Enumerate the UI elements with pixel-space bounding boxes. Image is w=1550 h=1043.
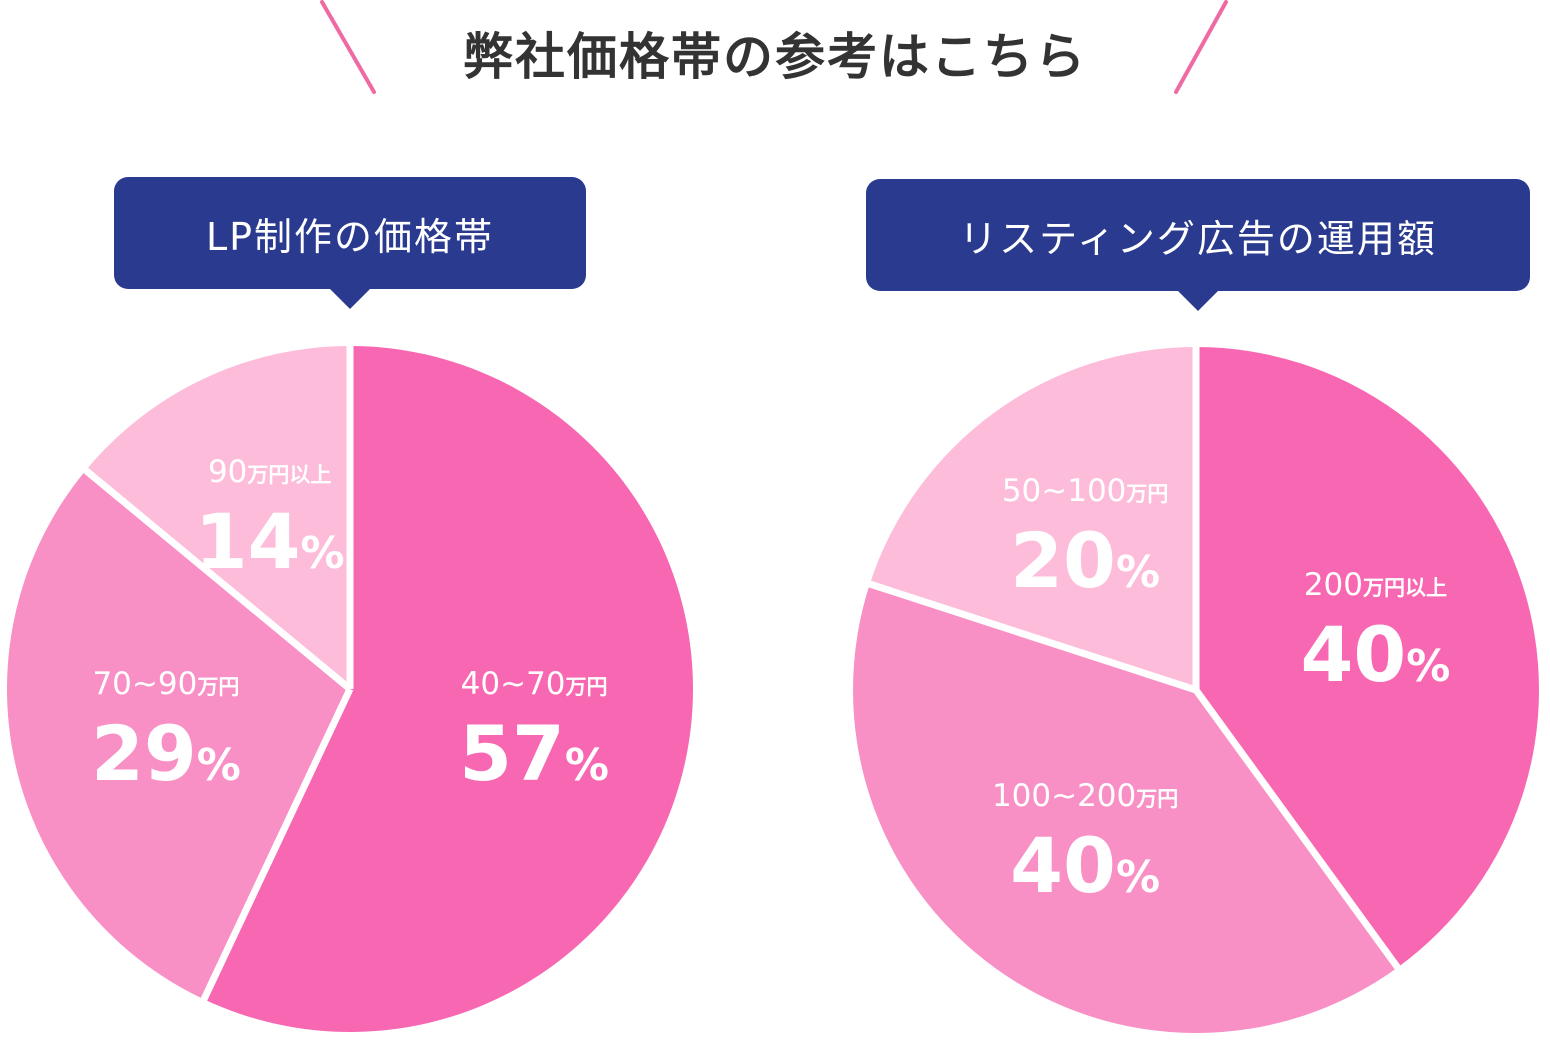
slice-category: 50~100万円 [1001, 472, 1169, 509]
decoration-slash-left [320, 0, 376, 94]
slice-label-200-plus: 200万円以上 40% [1215, 570, 1535, 693]
headline-text: 弊社価格帯の参考はこちら [463, 28, 1087, 86]
slice-percentage: 20% [1010, 515, 1161, 605]
slice-percentage: 40% [1010, 821, 1161, 911]
slice-category: 90万円以上 [207, 453, 332, 490]
chart-title-lp: LP制作の価格帯 [205, 214, 495, 259]
pie-slice-0 [203, 346, 693, 1032]
chart-title-bubble-listing: リスティング広告の運用額 [866, 179, 1530, 311]
slice-percentage: 14% [194, 496, 345, 586]
slice-percentage: 29% [90, 708, 241, 798]
slice-label-70-90: 70~90万円 29% [6, 665, 326, 798]
decoration-slash-right [1174, 0, 1228, 94]
pie-slice-0 [1196, 347, 1540, 968]
slice-category: 200万円以上 [1303, 567, 1447, 604]
pie-slice-2 [85, 346, 350, 689]
pie-slice-2 [869, 347, 1196, 690]
chart-title-listing: リスティング広告の運用額 [959, 216, 1437, 261]
slice-label-100-200: 100~200万円 40% [925, 781, 1245, 904]
slice-percentage: 40% [1300, 610, 1451, 700]
slice-category: 70~90万円 [92, 665, 240, 702]
slice-label-50-100: 50~100万円 20% [925, 472, 1245, 605]
slice-percentage: 57% [459, 708, 610, 798]
slice-separator-1 [1193, 687, 1402, 972]
headline: 弊社価格帯の参考はこちら [0, 8, 1550, 98]
slice-separator-2 [866, 580, 1198, 694]
slice-label-40-70: 40~70万円 57% [374, 665, 694, 798]
slice-category: 40~70万円 [460, 665, 608, 702]
slice-label-90-plus: 90万円以上 14% [110, 453, 430, 586]
slice-separator-2 [81, 466, 353, 692]
pie-slice-1 [852, 584, 1398, 1034]
chart-title-bubble-lp: LP制作の価格帯 [114, 177, 586, 309]
slice-category: 100~200万円 [991, 778, 1179, 815]
slice-separator-1 [199, 687, 354, 1003]
